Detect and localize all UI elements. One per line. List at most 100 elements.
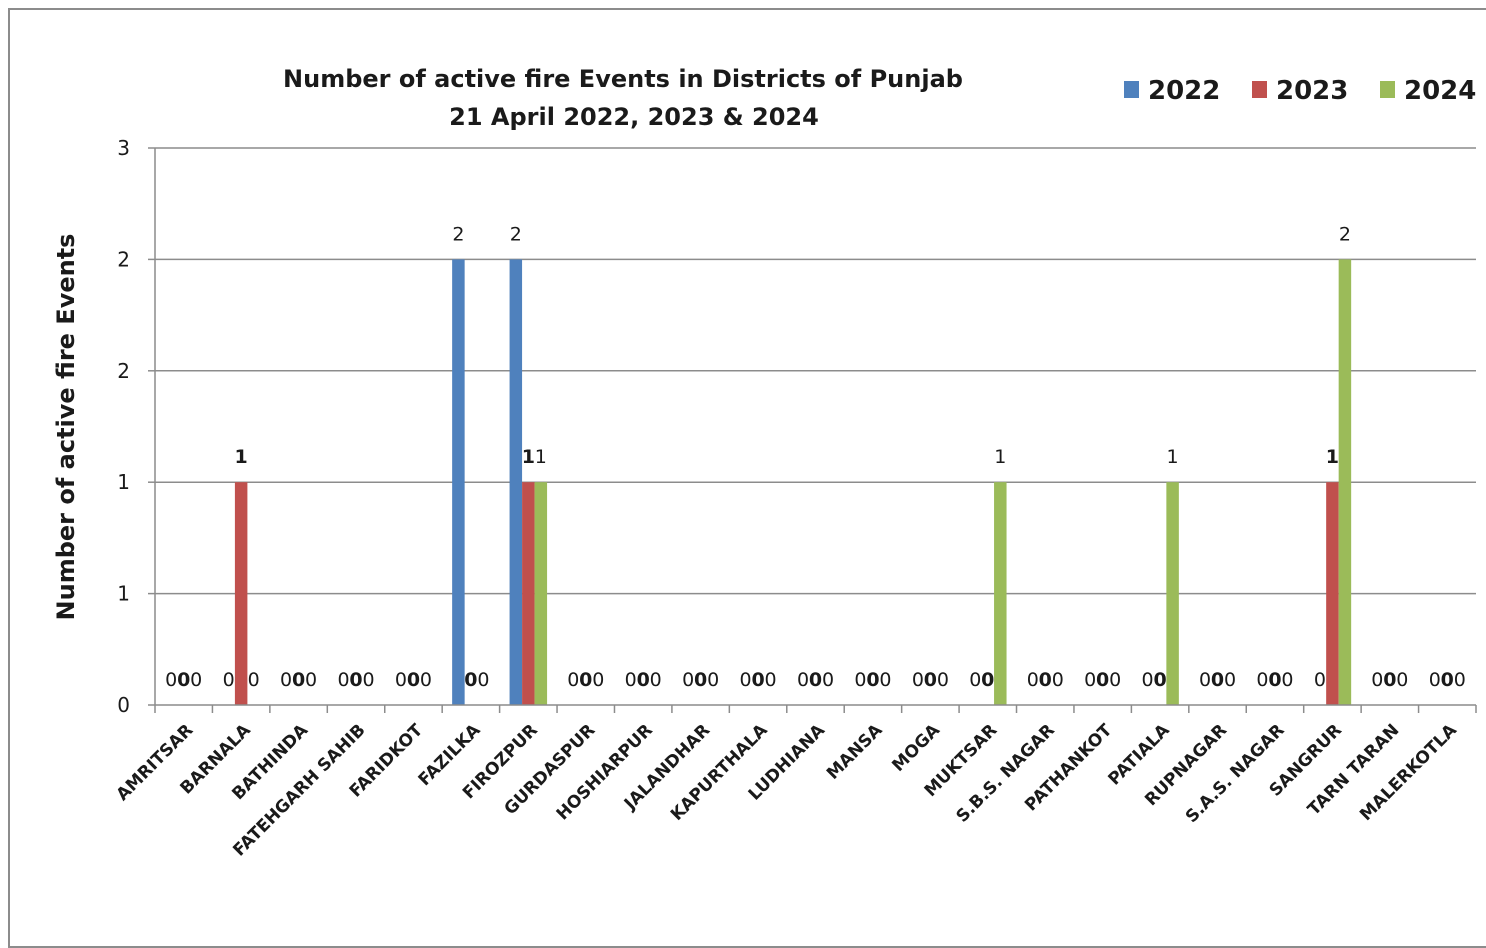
y-tick-label: 2 (117, 359, 130, 383)
x-tick-label: MANSA (823, 720, 887, 784)
legend-entry: 2022 (1148, 76, 1220, 106)
data-label: 0 (1109, 669, 1121, 691)
data-label: 0 (1211, 669, 1224, 691)
data-label: 0 (337, 669, 349, 691)
bar (509, 259, 523, 705)
data-label: 0 (1441, 669, 1454, 691)
data-label: 0 (1153, 669, 1166, 691)
legend-swatch (1252, 81, 1267, 98)
data-label: 0 (682, 669, 694, 691)
data-label: 0 (1052, 669, 1064, 691)
data-label: 0 (1039, 669, 1052, 691)
bar (1326, 482, 1339, 705)
data-label: 0 (1199, 669, 1211, 691)
data-label: 2 (1339, 223, 1351, 245)
data-label: 0 (854, 669, 866, 691)
data-label: 0 (637, 669, 650, 691)
chart-subtitle: 21 April 2022, 2023 & 2024 (449, 103, 819, 131)
data-label: 0 (567, 669, 579, 691)
chart-title: Number of active fire Events in District… (283, 65, 963, 93)
data-label: 0 (362, 669, 374, 691)
y-axis-label: Number of active fire Events (52, 234, 80, 621)
data-label: 2 (452, 223, 464, 245)
y-tick-labels: 0 1 1 2 2 3 (117, 136, 130, 717)
data-label: 0 (1084, 669, 1096, 691)
bar (994, 482, 1007, 705)
data-label: 0 (248, 669, 260, 691)
data-label: 0 (924, 669, 937, 691)
data-label: 0 (280, 669, 292, 691)
y-tick-label: 2 (117, 247, 130, 271)
bar (452, 259, 465, 705)
data-label: 0 (822, 669, 834, 691)
legend-swatch (1124, 81, 1139, 98)
data-label: 0 (969, 669, 981, 691)
data-label: 1 (535, 446, 547, 468)
data-label: 1 (1326, 446, 1339, 468)
data-label: 0 (420, 669, 432, 691)
data-label: 0 (592, 669, 604, 691)
axes (148, 147, 1477, 713)
data-label: 0 (1142, 669, 1154, 691)
data-label: 2 (510, 223, 522, 245)
bar (1166, 482, 1179, 705)
data-label: 0 (765, 669, 777, 691)
data-label: 0 (866, 669, 879, 691)
data-label: 0 (395, 669, 407, 691)
data-label: 0 (305, 669, 317, 691)
y-tick-label: 1 (117, 470, 130, 494)
data-label: 0 (349, 669, 362, 691)
data-label: 0 (809, 669, 822, 691)
data-label: 1 (235, 446, 248, 468)
legend-entry: 2023 (1276, 76, 1348, 106)
data-label: 0 (650, 669, 662, 691)
y-tick-label: 1 (117, 582, 130, 606)
data-label: 0 (464, 669, 477, 691)
data-label: 0 (190, 669, 202, 691)
data-label: 0 (1027, 669, 1039, 691)
data-label: 0 (1396, 669, 1408, 691)
legend-entry: 2024 (1404, 76, 1476, 106)
data-label: 0 (694, 669, 707, 691)
data-label: 0 (912, 669, 924, 691)
data-label: 0 (407, 669, 420, 691)
y-tick-label: 3 (117, 136, 130, 160)
bar (522, 482, 535, 705)
data-label: 0 (477, 669, 489, 691)
data-label: 0 (1383, 669, 1396, 691)
data-label: 0 (1429, 669, 1441, 691)
data-label: 0 (981, 669, 994, 691)
data-label: 0 (707, 669, 719, 691)
data-label: 1 (522, 446, 535, 468)
data-label: 0 (165, 669, 177, 691)
bar (534, 482, 548, 705)
data-label: 0 (1281, 669, 1293, 691)
data-label: 0 (937, 669, 949, 691)
data-label: 0 (740, 669, 752, 691)
x-tick-label: KAPURTHALA (667, 720, 772, 825)
gridlines (155, 147, 1476, 595)
data-label: 0 (1371, 669, 1383, 691)
legend: 2022 2023 2024 (1124, 76, 1476, 106)
data-label: 0 (223, 669, 235, 691)
data-label: 1 (1167, 446, 1179, 468)
data-label: 0 (177, 669, 190, 691)
y-tick-label: 0 (117, 693, 130, 717)
legend-swatch (1380, 81, 1395, 98)
data-label: 0 (1256, 669, 1268, 691)
data-label: 0 (1224, 669, 1236, 691)
bars (234, 259, 1352, 705)
data-label: 0 (879, 669, 891, 691)
bar (1338, 259, 1352, 705)
data-label: 1 (994, 446, 1006, 468)
data-label: 0 (292, 669, 305, 691)
data-label: 0 (579, 669, 592, 691)
chart-frame (8, 8, 1486, 948)
data-label: 0 (1314, 669, 1326, 691)
x-tick-label: S.A.S. NAGAR (1182, 720, 1289, 827)
data-label: 0 (751, 669, 764, 691)
x-tick-label: MOGA (888, 720, 944, 776)
